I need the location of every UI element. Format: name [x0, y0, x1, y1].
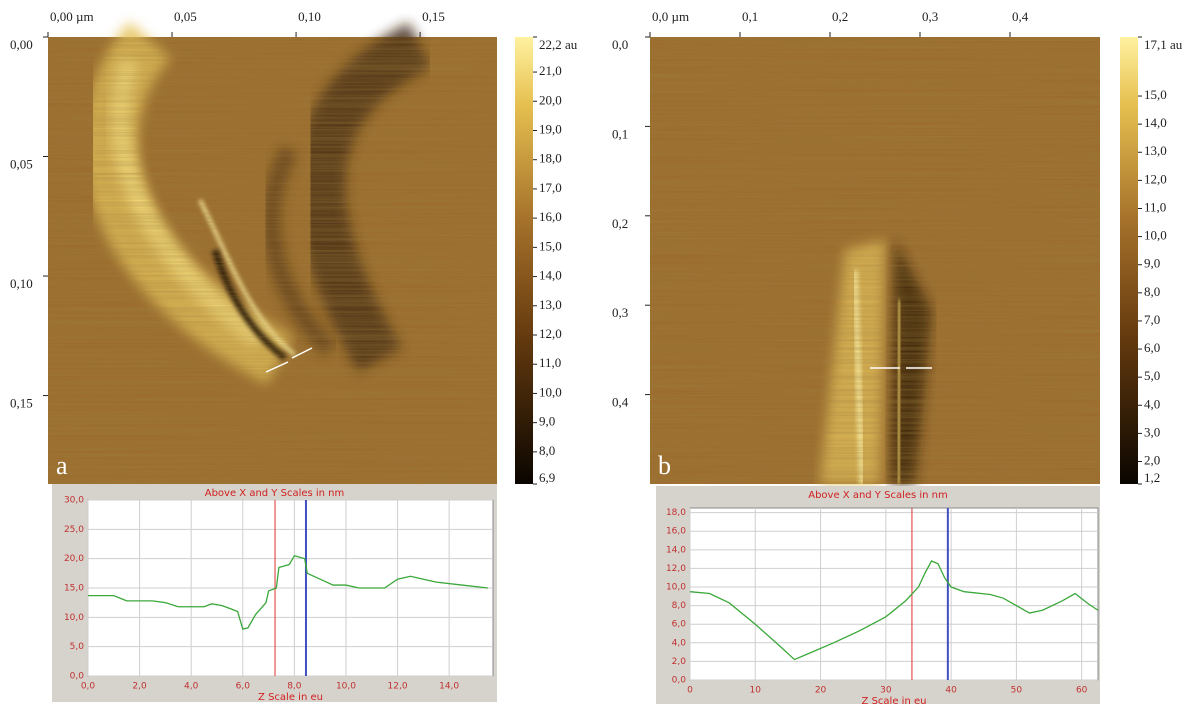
profile-title: Above X and Y Scales in nm	[808, 490, 948, 501]
y-tick-label: 4,0	[672, 638, 687, 648]
x-tick-label: 12,0	[388, 682, 408, 692]
colorbar-label: 11,0	[539, 355, 561, 370]
colorbar-label: 12,0	[1144, 171, 1167, 186]
colorbar-label: 5,0	[1144, 368, 1160, 383]
x-tick-label: 0,3	[922, 9, 938, 24]
colorbar-label: 14,0	[539, 268, 562, 283]
colorbar-label: 11,0	[1144, 199, 1166, 214]
colorbar-label: 15,0	[539, 238, 562, 253]
y-tick-label: 0,0	[70, 672, 85, 682]
y-tick-label: 5,0	[70, 642, 85, 652]
colorbar-label: 21,0	[539, 63, 562, 78]
x-tick-label: 2,0	[132, 682, 147, 692]
colorbar-label: 3,0	[1144, 424, 1160, 439]
colorbar-label: 8,0	[1144, 284, 1160, 299]
panel-label: a	[56, 451, 68, 480]
y-tick-label: 25,0	[64, 525, 84, 535]
x-tick-label: 0,2	[832, 9, 848, 24]
y-tick-label: 0,1	[612, 126, 628, 141]
x-tick-label: 0,10	[298, 9, 321, 24]
x-tick-label: 30	[880, 686, 892, 696]
y-tick-label: 10,0	[64, 613, 84, 623]
x-tick-label: 20	[815, 686, 827, 696]
y-tick-label: 18,0	[666, 508, 686, 518]
colorbar-label: 1,2	[1144, 470, 1160, 485]
y-tick-label: 0,3	[612, 305, 628, 320]
colorbar-label: 16,0	[539, 209, 562, 224]
y-tick-label: 0,4	[612, 395, 629, 410]
colorbar-label: 17,0	[539, 180, 562, 195]
profile-title: Above X and Y Scales in nm	[205, 488, 345, 499]
x-tick-label: 4,0	[184, 682, 199, 692]
afm-image: a	[48, 37, 497, 484]
y-tick-label: 2,0	[672, 657, 687, 667]
y-tick-label: 0,15	[10, 396, 33, 411]
x-tick-label: 10	[750, 686, 762, 696]
x-tick-label: 6,0	[236, 682, 251, 692]
x-tick-label: 0,05	[174, 9, 197, 24]
y-tick-label: 15,0	[64, 584, 84, 594]
x-tick-label: 0,00 µm	[50, 9, 94, 24]
colorbar-label: 14,0	[1144, 115, 1167, 130]
colorbar-label: 15,0	[1144, 87, 1167, 102]
x-tick-label: 0,15	[422, 9, 445, 24]
x-tick-label: 0,1	[742, 9, 758, 24]
x-tick-label: 10,0	[336, 682, 356, 692]
colorbar-label: 7,0	[1144, 312, 1160, 327]
colorbar-label: 6,9	[539, 470, 555, 485]
y-tick-label: 0,05	[10, 157, 33, 172]
y-tick-label: 12,0	[666, 564, 686, 574]
y-tick-label: 10,0	[666, 583, 686, 593]
colorbar-label: 9,0	[539, 414, 555, 429]
y-tick-label: 16,0	[666, 527, 686, 537]
x-tick-label: 50	[1011, 686, 1023, 696]
colorbar-label: 19,0	[539, 121, 562, 136]
colorbar-label: 20,0	[539, 92, 562, 107]
colorbar-label: 17,1 au	[1144, 37, 1183, 52]
y-tick-label: 0,0	[612, 37, 628, 52]
x-tick-label: 0	[687, 686, 693, 696]
x-tick-label: 0,0	[81, 682, 96, 692]
colorbar-label: 6,0	[1144, 340, 1160, 355]
colorbar	[1120, 37, 1138, 484]
x-tick-label: 60	[1076, 686, 1088, 696]
colorbar-label: 10,0	[539, 384, 562, 399]
afm-image: b	[650, 37, 1100, 484]
y-tick-label: 0,00	[10, 37, 33, 52]
y-tick-label: 0,2	[612, 216, 628, 231]
colorbar-label: 13,0	[1144, 143, 1167, 158]
x-axis-label: Z Scale in eu	[862, 696, 927, 704]
colorbar-label: 4,0	[1144, 396, 1160, 411]
colorbar-label: 12,0	[539, 326, 562, 341]
panel-label: b	[658, 451, 671, 480]
y-tick-label: 0,10	[10, 276, 33, 291]
colorbar-label: 2,0	[1144, 452, 1160, 467]
colorbar-label: 18,0	[539, 151, 562, 166]
plot-area	[690, 508, 1098, 680]
colorbar-label: 8,0	[539, 443, 555, 458]
y-tick-label: 0,0	[672, 676, 687, 686]
y-tick-label: 30,0	[64, 496, 84, 506]
x-tick-label: 8,0	[287, 682, 302, 692]
y-tick-label: 14,0	[666, 545, 686, 555]
colorbar	[515, 37, 533, 484]
y-tick-label: 6,0	[672, 620, 687, 630]
y-tick-label: 8,0	[672, 601, 687, 611]
x-tick-label: 0,4	[1012, 9, 1029, 24]
colorbar-label: 9,0	[1144, 256, 1160, 271]
y-tick-label: 20,0	[64, 554, 84, 564]
figure: a b 0,00 µm0,050,100,150,000,050,100,152…	[0, 0, 1200, 704]
x-tick-label: 0,0 µm	[652, 9, 689, 24]
colorbar-label: 10,0	[1144, 228, 1167, 243]
colorbar-label: 13,0	[539, 297, 562, 312]
x-axis-label: Z Scale in eu	[258, 692, 323, 703]
colorbar-label: 22,2 au	[539, 37, 578, 52]
x-tick-label: 40	[945, 686, 957, 696]
x-tick-label: 14,0	[439, 682, 459, 692]
